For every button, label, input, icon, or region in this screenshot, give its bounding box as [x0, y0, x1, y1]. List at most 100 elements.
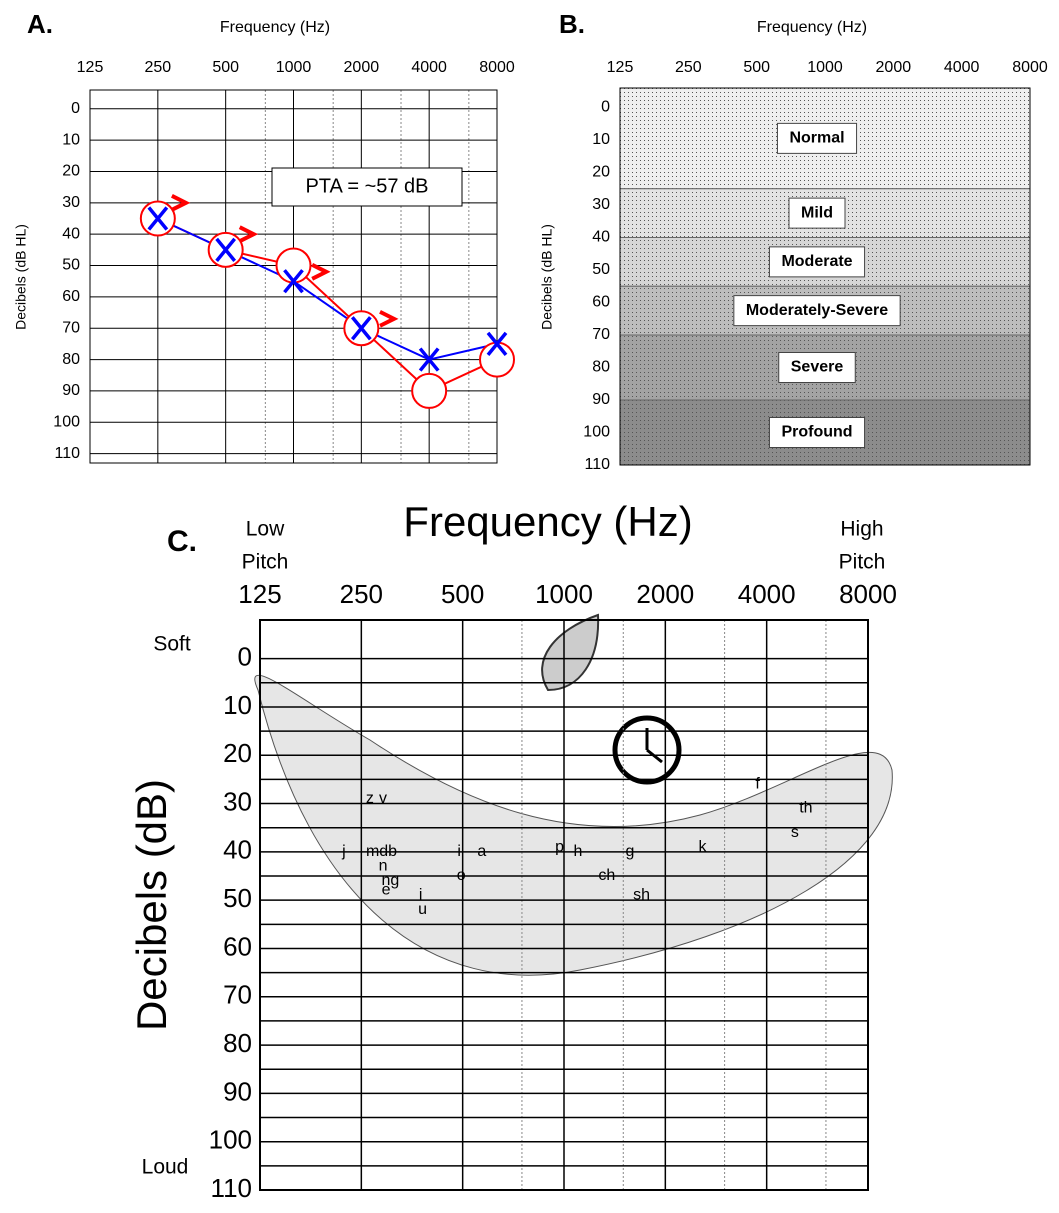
- x-tick-label: 1000: [535, 579, 593, 609]
- plot-frame: [89, 89, 498, 464]
- x-tick-label: 500: [441, 579, 484, 609]
- x-tick-label: 4000: [411, 59, 447, 76]
- y-tick-label: 10: [223, 690, 252, 720]
- y-tick-label: 30: [592, 196, 610, 213]
- y-tick-label: 0: [601, 99, 610, 116]
- marker-x: [283, 269, 304, 294]
- y-tick-label: 110: [584, 456, 610, 473]
- plot-frame: [619, 87, 1031, 466]
- high-label: High: [840, 518, 883, 541]
- annotation-box: [271, 167, 463, 207]
- marker-o: [479, 341, 515, 378]
- phoneme: ch: [598, 867, 615, 884]
- y-tick-label: 70: [223, 980, 252, 1010]
- y-tick-label: 30: [223, 786, 252, 816]
- x-tick-label: 2000: [636, 579, 694, 609]
- y-tick-label: 80: [223, 1028, 252, 1058]
- marker-chevron: [311, 263, 331, 281]
- marker-chevron: [379, 310, 399, 328]
- band-label-box: [778, 352, 856, 383]
- series-line: [157, 217, 498, 361]
- band-label: Mild: [801, 204, 833, 221]
- phoneme: ng: [382, 872, 400, 889]
- x-tick-label: 500: [743, 59, 770, 76]
- clock-icon: [612, 715, 682, 785]
- y-tick-label: 100: [53, 413, 80, 430]
- marker-x: [215, 237, 237, 262]
- y-tick-label: 20: [223, 738, 252, 768]
- y-tick-label: 10: [62, 131, 80, 148]
- x-axis-title: Frequency (Hz): [403, 498, 692, 545]
- y-axis-title: Decibels (dB HL): [13, 224, 29, 330]
- band-label: Profound: [781, 424, 852, 441]
- y-tick-label: 20: [592, 164, 610, 181]
- soft-label: Soft: [153, 633, 191, 656]
- y-axis-title: Decibels (dB): [128, 779, 175, 1031]
- y-tick-label: 20: [62, 163, 80, 180]
- x-axis-title: Frequency (Hz): [757, 19, 867, 36]
- hearing-band: [619, 188, 1031, 238]
- x-axis-title: Frequency (Hz): [220, 19, 330, 36]
- phoneme: n: [379, 858, 388, 875]
- marker-o: [275, 247, 312, 284]
- leaf-icon: [541, 613, 600, 692]
- band-label: Normal: [789, 130, 844, 147]
- x-tick-label: 8000: [1012, 59, 1048, 76]
- x-tick-label: 8000: [839, 579, 897, 609]
- phoneme: o: [457, 867, 466, 884]
- band-label-box: [788, 197, 846, 229]
- y-tick-label: 90: [592, 391, 610, 408]
- x-tick-label: 2000: [876, 59, 912, 76]
- y-tick-label: 40: [592, 229, 610, 246]
- x-tick-label: 250: [675, 59, 702, 76]
- y-tick-label: 50: [62, 257, 80, 274]
- marker-chevron: [238, 225, 259, 243]
- phoneme: z: [366, 790, 374, 807]
- y-axis-title: Decibels (dB HL): [539, 224, 555, 330]
- y-tick-label: 40: [223, 835, 252, 865]
- low-label: Pitch: [242, 551, 289, 574]
- x-tick-label: 4000: [738, 579, 796, 609]
- y-tick-label: 80: [592, 359, 610, 376]
- x-tick-label: 2000: [344, 59, 380, 76]
- y-tick-label: 70: [592, 326, 610, 343]
- x-tick-label: 250: [144, 59, 171, 76]
- phoneme: j: [341, 843, 346, 860]
- phoneme: e: [382, 882, 391, 899]
- phoneme: i: [457, 843, 461, 860]
- plot-frame: [259, 619, 869, 1191]
- y-tick-label: 100: [209, 1125, 252, 1155]
- phoneme: h: [573, 843, 582, 860]
- phoneme: a: [477, 843, 486, 860]
- y-tick-label: 60: [592, 294, 610, 311]
- panel-label: A.: [27, 9, 53, 39]
- y-tick-label: 60: [223, 931, 252, 961]
- phoneme: u: [418, 901, 427, 918]
- band-label: Severe: [791, 359, 844, 376]
- panel-label: B.: [559, 9, 585, 39]
- y-tick-label: 40: [62, 225, 80, 242]
- y-tick-label: 50: [223, 883, 252, 913]
- y-tick-label: 110: [211, 1173, 252, 1203]
- marker-x: [350, 316, 372, 341]
- x-tick-label: 4000: [944, 59, 980, 76]
- phoneme: p: [555, 838, 564, 855]
- y-tick-label: 70: [62, 319, 80, 336]
- phoneme: i: [419, 887, 423, 904]
- phoneme: sh: [633, 887, 650, 904]
- band-label: Moderately-Severe: [746, 302, 888, 319]
- y-tick-label: 10: [592, 131, 610, 148]
- x-tick-label: 1000: [807, 59, 843, 76]
- x-tick-label: 125: [607, 59, 634, 76]
- y-tick-label: 110: [54, 445, 80, 462]
- phoneme: s: [791, 824, 799, 841]
- y-tick-label: 90: [223, 1076, 252, 1106]
- phoneme: mdb: [366, 843, 397, 860]
- y-tick-label: 0: [71, 100, 80, 117]
- band-label-box: [768, 246, 866, 278]
- high-label: Pitch: [839, 551, 886, 574]
- phoneme: v: [379, 790, 387, 807]
- y-tick-label: 0: [238, 642, 252, 672]
- marker-o: [411, 372, 448, 409]
- annotation: PTA = ~57 dB: [305, 175, 428, 197]
